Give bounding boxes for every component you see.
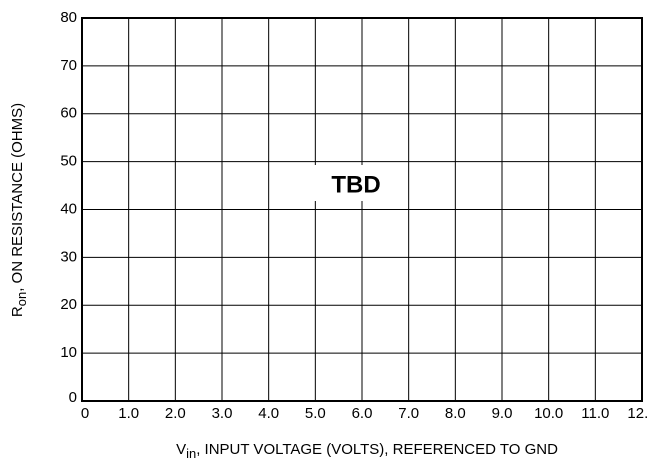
x-tick-label: 12.0 bbox=[627, 405, 647, 422]
x-axis-label-text: , INPUT VOLTAGE (VOLTS), REFERENCED TO G… bbox=[196, 441, 558, 458]
y-axis-label-symbol: R bbox=[9, 306, 26, 317]
y-tick-label: 0 bbox=[69, 389, 77, 406]
x-axis-label-symbol: V bbox=[176, 441, 186, 458]
y-tick-label: 50 bbox=[60, 153, 77, 170]
grid bbox=[81, 17, 643, 402]
x-tick-label: 10.0 bbox=[534, 405, 563, 422]
annotation: TBD bbox=[331, 171, 380, 198]
y-tick-label: 10 bbox=[60, 344, 77, 361]
x-axis-label: Vin, INPUT VOLTAGE (VOLTS), REFERENCED T… bbox=[176, 441, 558, 461]
x-tick-label: 7.0 bbox=[398, 405, 419, 422]
x-tick-label: 2.0 bbox=[165, 405, 186, 422]
x-axis-label-subscript: in bbox=[186, 446, 196, 461]
x-tick-label: 11.0 bbox=[581, 405, 609, 422]
y-tick-label: 70 bbox=[60, 57, 77, 74]
x-tick-label: 3.0 bbox=[212, 405, 233, 422]
x-tick-label: 8.0 bbox=[445, 405, 466, 422]
plot-frame bbox=[81, 17, 643, 402]
y-axis-label: Ron, ON RESISTANCE (OHMS) bbox=[9, 103, 29, 317]
x-tick-label: 9.0 bbox=[492, 405, 513, 422]
annotation-background bbox=[312, 165, 402, 201]
y-axis-label-subscript: on bbox=[14, 292, 29, 306]
y-tick-label: 80 bbox=[60, 9, 77, 26]
x-tick-label: 0 bbox=[81, 405, 89, 422]
y-tick-label: 20 bbox=[60, 296, 77, 313]
x-tick-label: 6.0 bbox=[352, 405, 373, 422]
y-tick-label: 40 bbox=[60, 200, 77, 217]
x-tick-label: 4.0 bbox=[258, 405, 279, 422]
x-tick-label: 1.0 bbox=[118, 405, 139, 422]
y-tick-label: 30 bbox=[60, 248, 77, 265]
x-tick-label: 5.0 bbox=[305, 405, 326, 422]
y-tick-label: 60 bbox=[60, 105, 77, 122]
y-axis-label-text: , ON RESISTANCE (OHMS) bbox=[9, 103, 26, 292]
